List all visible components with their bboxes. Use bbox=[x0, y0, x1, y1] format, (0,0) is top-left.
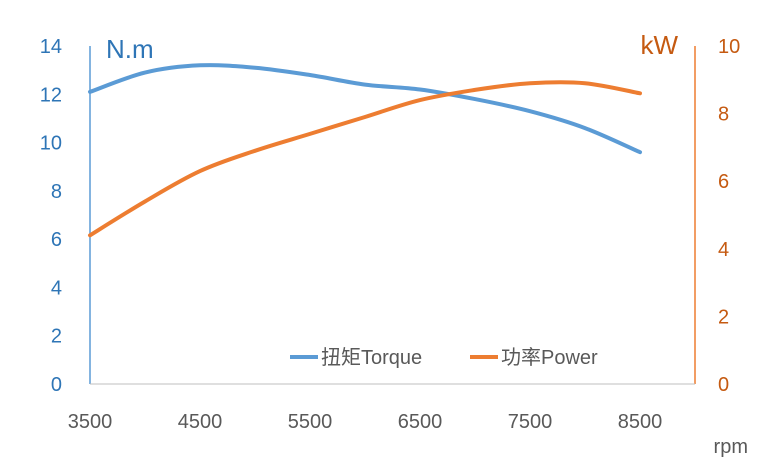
right-tick-label: 10 bbox=[718, 36, 740, 58]
right-axis-ticks: 0 2 4 6 8 10 bbox=[718, 36, 740, 396]
x-axis-unit-label: rpm bbox=[714, 436, 748, 458]
x-tick-label: 7500 bbox=[508, 411, 553, 433]
series-layer bbox=[88, 63, 642, 238]
left-axis-unit-label: N.m bbox=[106, 34, 154, 64]
left-tick-label: 14 bbox=[40, 36, 62, 58]
x-tick-label: 4500 bbox=[178, 411, 223, 433]
right-axis-unit-label: kW bbox=[640, 30, 678, 60]
right-tick-label: 6 bbox=[718, 171, 729, 193]
series-line-power bbox=[88, 80, 642, 238]
left-tick-label: 0 bbox=[51, 374, 62, 396]
x-tick-label: 6500 bbox=[398, 411, 443, 433]
x-tick-label: 3500 bbox=[68, 411, 113, 433]
legend: 扭矩Torque 功率Power bbox=[290, 346, 598, 369]
left-tick-label: 10 bbox=[40, 133, 62, 155]
left-tick-label: 8 bbox=[51, 181, 62, 203]
series-line-torque bbox=[88, 63, 642, 155]
left-tick-label: 12 bbox=[40, 84, 62, 106]
left-tick-label: 4 bbox=[51, 277, 62, 299]
right-tick-label: 2 bbox=[718, 306, 729, 328]
legend-label-power: 功率Power bbox=[501, 346, 598, 369]
right-tick-label: 4 bbox=[718, 239, 729, 261]
x-tick-label: 8500 bbox=[618, 411, 663, 433]
legend-label-torque: 扭矩Torque bbox=[321, 346, 422, 369]
left-tick-label: 2 bbox=[51, 326, 62, 348]
left-tick-label: 6 bbox=[51, 229, 62, 251]
x-tick-label: 5500 bbox=[288, 411, 333, 433]
right-tick-label: 8 bbox=[718, 104, 729, 126]
left-axis-ticks: 0 2 4 6 8 10 12 14 bbox=[40, 36, 62, 396]
right-tick-label: 0 bbox=[718, 374, 729, 396]
x-axis-ticks: 3500 4500 5500 6500 7500 8500 bbox=[68, 411, 663, 433]
